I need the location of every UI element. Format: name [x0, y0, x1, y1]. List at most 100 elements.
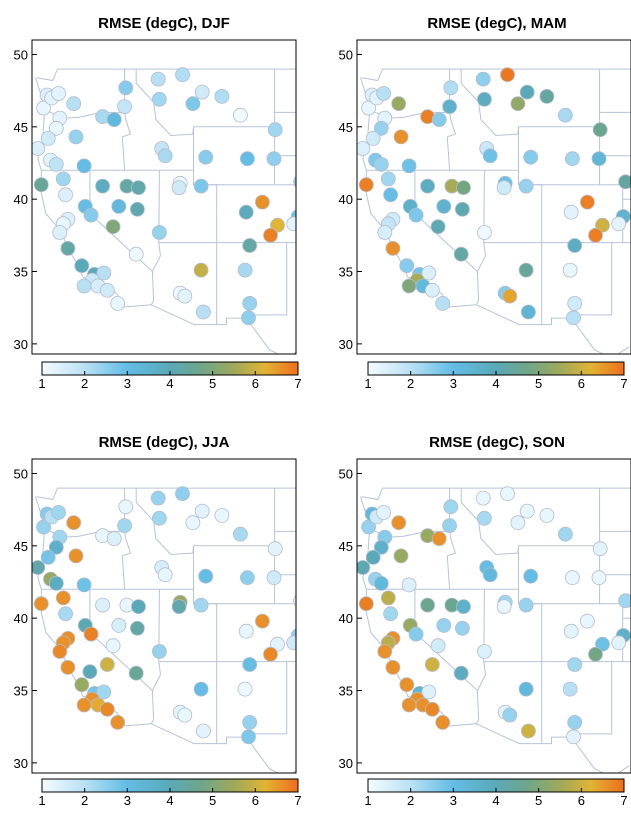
station-point	[106, 531, 122, 546]
station-point	[476, 91, 492, 107]
station-point	[430, 219, 446, 235]
station-point	[286, 216, 296, 232]
station-point	[565, 570, 580, 586]
station-point	[431, 531, 447, 546]
station-point	[430, 638, 446, 654]
station-point	[131, 599, 146, 614]
station-point	[151, 644, 167, 659]
station-point	[175, 486, 190, 502]
station-point	[48, 539, 64, 555]
state-border-line	[36, 68, 296, 82]
station-point	[129, 620, 145, 636]
station-points	[357, 67, 631, 326]
station-point	[111, 618, 127, 633]
station-point	[519, 503, 535, 519]
station-point	[55, 171, 71, 187]
station-point	[99, 657, 115, 672]
state-border-line	[193, 184, 218, 326]
station-point	[241, 310, 256, 326]
station-point	[242, 657, 258, 672]
station-point	[193, 178, 209, 194]
chart-title: RMSE (degC), MAM	[427, 15, 566, 32]
station-point	[373, 576, 389, 591]
station-point	[518, 681, 534, 697]
station-point	[239, 151, 255, 167]
station-point	[95, 178, 110, 194]
state-border-line	[150, 690, 296, 773]
station-point	[60, 240, 76, 256]
state-border-line	[245, 242, 288, 316]
station-point	[424, 701, 440, 717]
state-border-line	[361, 68, 631, 82]
station-point	[454, 620, 470, 636]
colorbar: 1 2 3 4 5 6 7	[364, 778, 628, 808]
station-point	[99, 701, 115, 717]
state-border-line	[570, 242, 613, 316]
state-borders	[360, 68, 631, 354]
station-point	[523, 568, 539, 584]
station-points	[357, 486, 631, 745]
station-point	[611, 216, 627, 232]
station-point	[99, 282, 115, 298]
station-point	[365, 550, 381, 565]
station-point	[482, 567, 498, 583]
colorbar-tick-label: 3	[450, 376, 457, 391]
station-point	[239, 570, 255, 586]
state-border-line	[121, 112, 132, 171]
station-point	[66, 96, 82, 112]
station-point	[48, 576, 64, 591]
station-point	[567, 295, 583, 311]
state-border-line	[216, 603, 296, 663]
station-point	[128, 665, 144, 681]
station-point	[563, 204, 579, 220]
station-point	[193, 262, 209, 278]
station-point	[435, 715, 451, 730]
y-tick-label: 35	[339, 265, 353, 280]
station-point	[591, 570, 607, 586]
station-point	[500, 67, 515, 83]
y-tick-label: 45	[339, 539, 353, 554]
station-point	[385, 660, 401, 675]
colorbar-tick-label: 6	[578, 376, 585, 391]
station-point	[51, 86, 66, 101]
station-point	[263, 227, 278, 243]
colorbar: 1 2 3 4 5 6 7	[38, 361, 302, 391]
station-point	[436, 618, 452, 633]
station-point	[365, 130, 381, 146]
station-point	[151, 510, 167, 526]
station-point	[510, 515, 526, 531]
state-border-line	[193, 603, 218, 745]
station-point	[563, 623, 579, 639]
station-point	[518, 178, 534, 194]
station-point	[55, 590, 71, 606]
station-point	[51, 505, 66, 520]
station-point	[539, 508, 555, 523]
state-border-line	[541, 184, 624, 244]
y-tick-label: 30	[14, 337, 28, 352]
station-point	[128, 246, 144, 262]
state-border-line	[475, 271, 630, 354]
state-border-line	[460, 487, 519, 556]
plot-frame	[356, 39, 631, 355]
station-point	[443, 80, 459, 96]
station-point	[518, 262, 534, 278]
station-point	[443, 499, 459, 515]
station-point	[377, 644, 393, 659]
colorbar-tick-label: 3	[450, 793, 457, 808]
state-border-line	[541, 603, 624, 663]
station-point	[453, 246, 469, 262]
station-point	[117, 518, 132, 533]
station-point	[270, 217, 285, 233]
station-point	[420, 597, 436, 613]
colorbar-tick-label: 3	[124, 793, 131, 808]
state-borders	[360, 487, 631, 773]
station-point	[33, 596, 49, 612]
station-point	[195, 304, 211, 320]
station-point	[177, 707, 193, 723]
colorbar-tick-label: 5	[535, 376, 542, 391]
station-point	[157, 567, 173, 583]
station-point	[496, 180, 512, 196]
